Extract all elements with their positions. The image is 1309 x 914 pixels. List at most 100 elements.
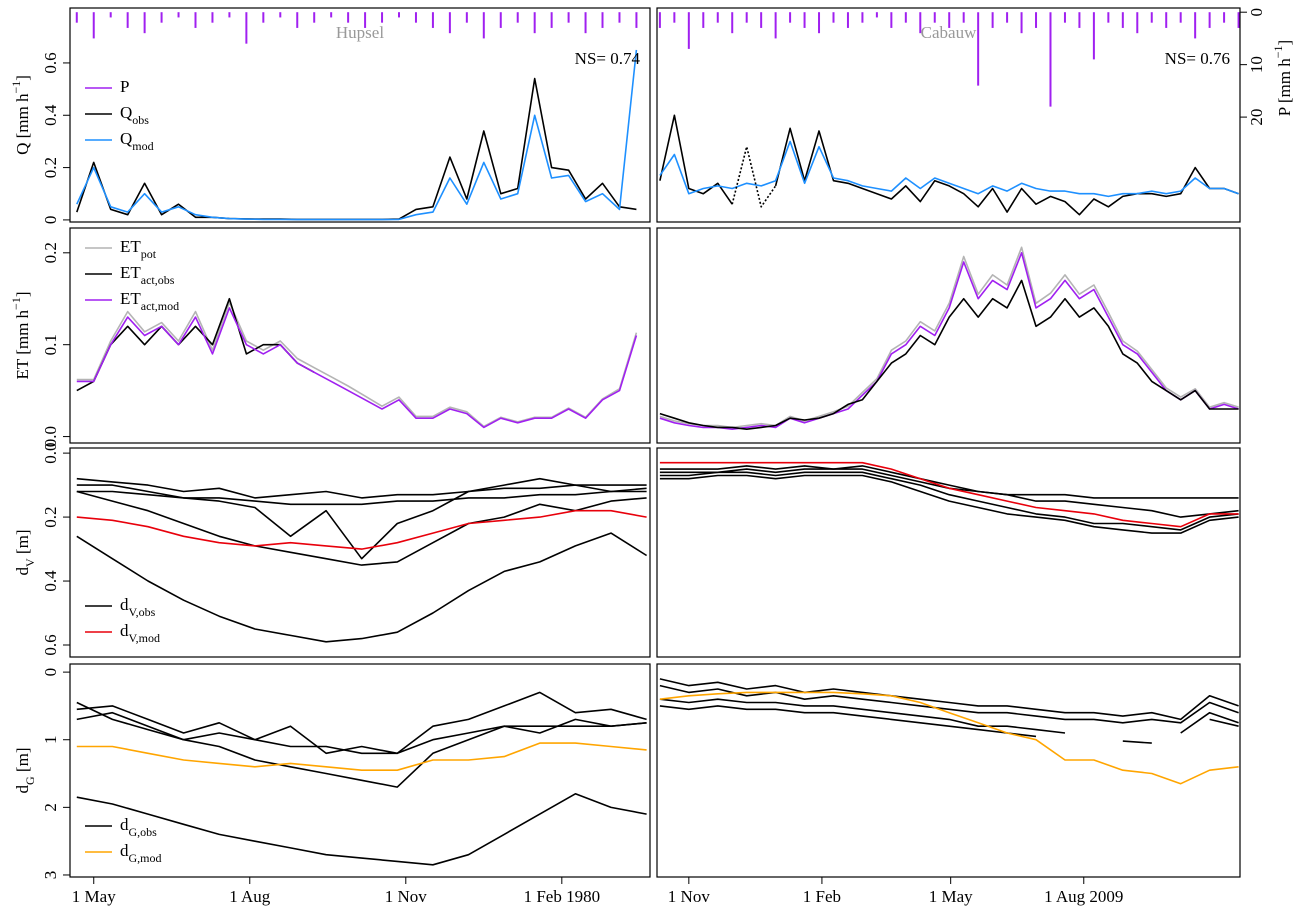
y2-tick-label: 10	[1247, 56, 1266, 73]
x-tick-label: 1 Feb	[803, 887, 841, 906]
y-tick-label: 0.0	[41, 426, 60, 447]
y-tick-label: 0.2	[41, 157, 60, 178]
series-line	[659, 698, 1066, 734]
legend-label: dV,mod	[120, 621, 160, 645]
legend-label: ETpot	[120, 237, 157, 261]
panel-frame	[69, 663, 651, 878]
series-line	[1209, 718, 1239, 727]
legend-name: ET	[120, 263, 141, 282]
y-tick-label: 0.4	[41, 104, 60, 126]
y2-tick-label: 0	[1247, 8, 1266, 17]
y-tick-label: 0.2	[41, 506, 60, 527]
x-tick-label: 1 May	[929, 887, 973, 906]
series-line	[76, 477, 647, 560]
series-line	[76, 742, 647, 771]
panel	[659, 678, 1239, 785]
legend-subscript: act,mod	[141, 299, 179, 313]
series-line	[659, 474, 1239, 534]
series-line	[774, 127, 1239, 216]
y-axis-label-part: d	[13, 784, 32, 793]
legend-name: d	[120, 621, 129, 640]
legend-name: Q	[120, 129, 132, 148]
series-line	[659, 461, 1239, 528]
series-line	[731, 145, 777, 208]
y-tick-label: 1	[41, 735, 60, 744]
panel	[76, 477, 648, 643]
panel-frame	[656, 447, 1241, 658]
panel	[75, 12, 638, 221]
legend-name: d	[120, 815, 129, 834]
series-line	[659, 705, 1037, 738]
y-axis-label-part: [m]	[13, 530, 32, 559]
y-axis-label-part: −1	[9, 297, 23, 310]
legend-name: ET	[120, 237, 141, 256]
series-line	[76, 301, 638, 428]
x-tick-label: 1 May	[72, 887, 116, 906]
x-tick-label: 1 Nov	[385, 887, 428, 906]
y2-tick-label: 20	[1247, 109, 1266, 126]
y-tick-label: 3	[41, 871, 60, 880]
series-line	[76, 490, 647, 566]
y-tick-label: 0	[41, 216, 60, 225]
y-axis-label-part: V	[23, 558, 37, 567]
y-axis-label-part: ]	[13, 291, 32, 297]
panel-frame	[656, 227, 1241, 444]
y-axis-label: Q [mm h−1]	[9, 75, 32, 155]
y-axis-label-part: G	[23, 776, 37, 785]
panel-title: Hupsel	[336, 23, 384, 42]
legend-label: dG,obs	[120, 815, 157, 839]
legend-name: d	[120, 841, 129, 860]
y2-axis-label: P [mm h−1]	[1271, 40, 1294, 116]
y-tick-label: 0.6	[41, 634, 60, 655]
legend-label: dG,mod	[120, 841, 162, 865]
series-line	[76, 509, 647, 550]
legend-label: ETact,obs	[120, 263, 175, 287]
x-tick-label: 1 Aug 2009	[1044, 887, 1123, 906]
series-line	[76, 77, 637, 221]
y-axis-label: dV [m]	[13, 530, 37, 576]
y2-axis-label-part: P [mm h	[1275, 58, 1294, 116]
series-line	[659, 140, 1239, 198]
x-tick-label: 1 Feb 1980	[524, 887, 601, 906]
y-tick-label: 0.4	[41, 570, 60, 592]
series-line	[659, 678, 1239, 721]
legend-subscript: G,obs	[129, 825, 158, 839]
legend-subscript: pot	[141, 247, 157, 261]
y-axis-label-part: d	[13, 566, 32, 575]
y-axis-label-part: [m]	[13, 748, 32, 777]
series-line	[76, 532, 648, 643]
y-tick-label: 0.2	[41, 242, 60, 263]
legend-subscript: mod	[132, 139, 153, 153]
y-tick-label: 0.1	[41, 334, 60, 355]
legend-subscript: act,obs	[141, 273, 175, 287]
y-tick-label: 2	[41, 803, 60, 812]
panel	[659, 246, 1239, 430]
series-line	[76, 793, 647, 866]
series-line	[1122, 740, 1152, 744]
series-line	[659, 684, 1239, 724]
panel	[76, 297, 638, 429]
panel-frame	[69, 227, 651, 444]
y-axis-label: ET [mm h−1]	[9, 291, 32, 379]
legend-label: Qobs	[120, 103, 149, 127]
y-tick-label: 0.6	[41, 52, 60, 73]
legend-subscript: G,mod	[129, 851, 162, 865]
panel-frame	[656, 663, 1241, 878]
series-line	[659, 691, 1239, 785]
y-tick-label: 0	[41, 668, 60, 677]
y-axis-label-part: Q [mm h	[13, 93, 32, 155]
legend-label: P	[120, 77, 129, 96]
y-axis-label: dG [m]	[13, 748, 37, 794]
panel	[76, 691, 647, 866]
legend-subscript: obs	[132, 113, 149, 127]
y-axis-label-part: −1	[9, 81, 23, 94]
series-line	[76, 490, 647, 506]
series-line	[659, 279, 1239, 430]
legend-name: ET	[120, 289, 141, 308]
legend-name: Q	[120, 103, 132, 122]
series-line	[659, 468, 1239, 499]
series-line	[76, 307, 638, 429]
series-line	[76, 701, 647, 755]
legend-name: P	[120, 77, 129, 96]
